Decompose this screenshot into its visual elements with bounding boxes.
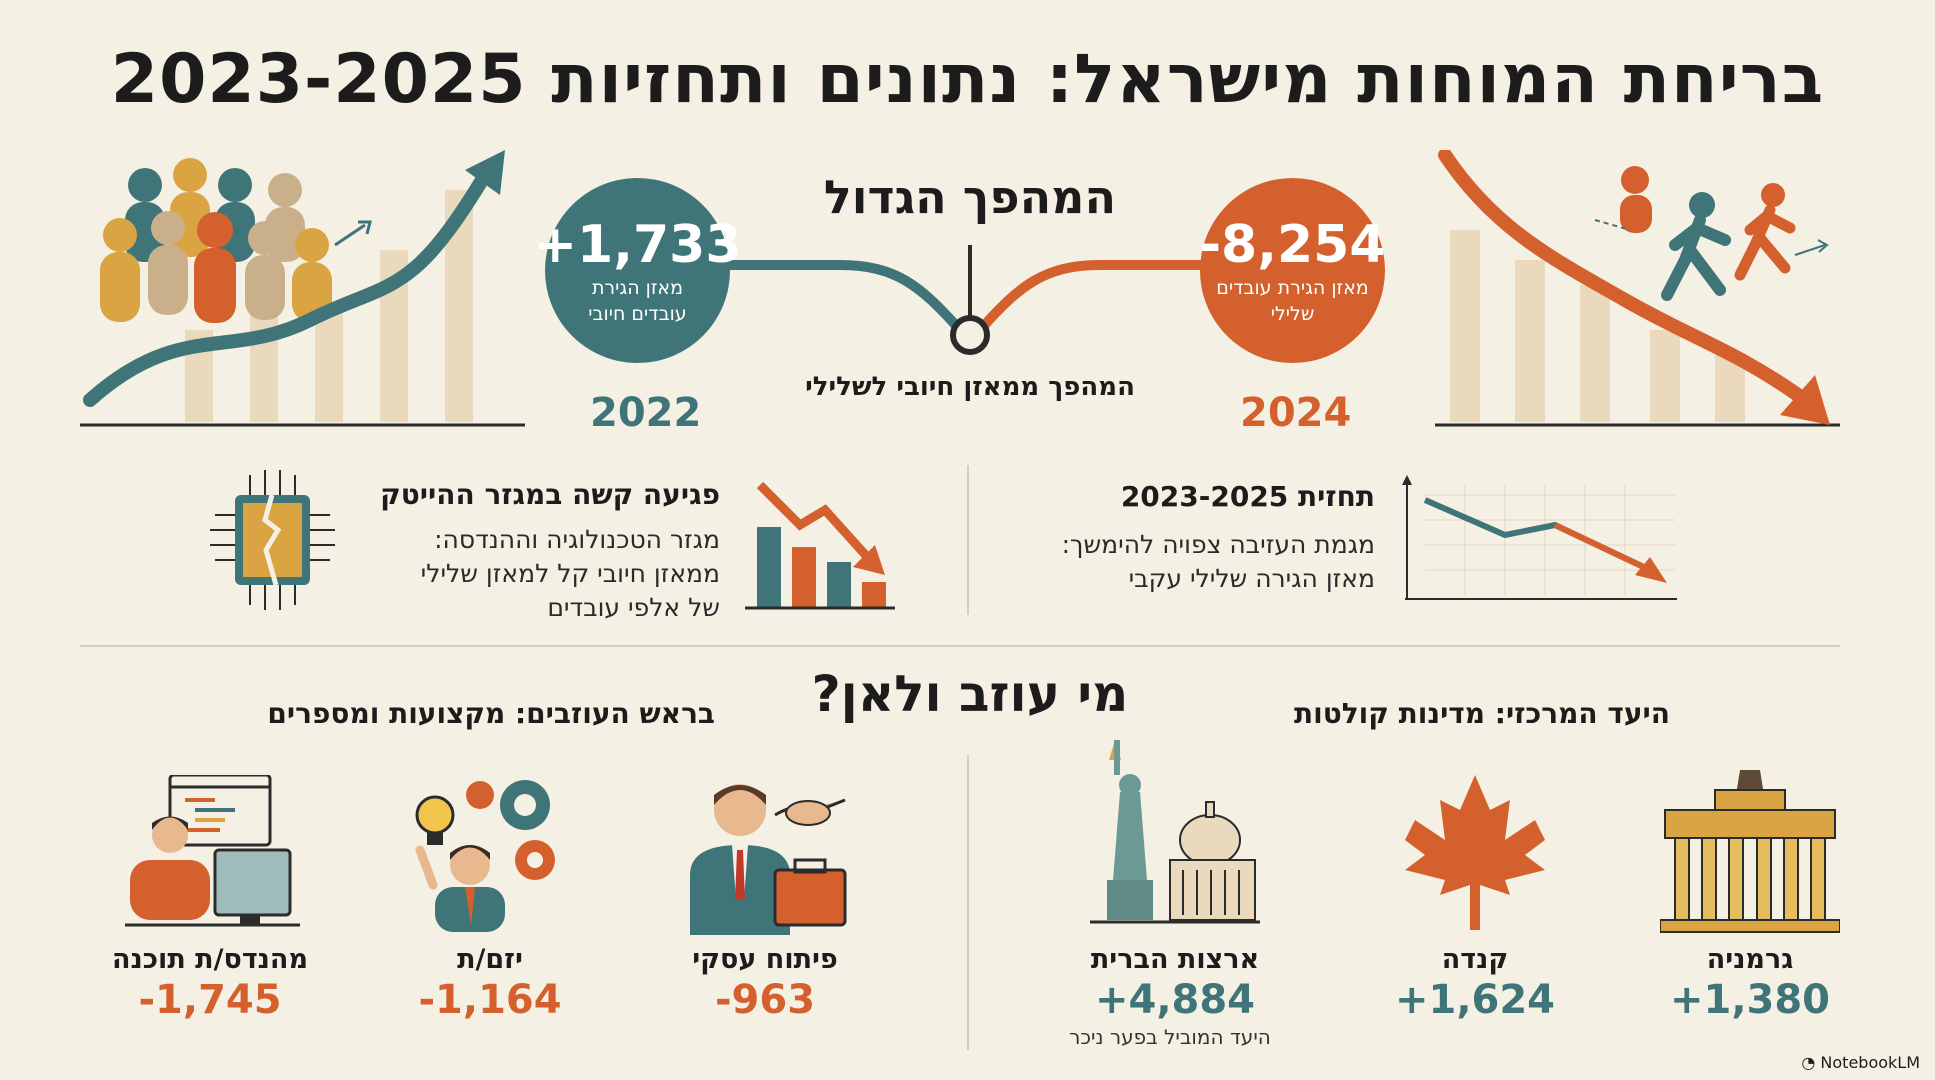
negative-balance-value: -8,254: [1199, 214, 1386, 275]
brandenburg-gate-icon: [1660, 770, 1840, 933]
hitech-line-1: מגזר הטכנולוגיה וההנדסה:: [434, 525, 720, 554]
profession-label-entrepreneur: יזם/ת: [457, 944, 523, 975]
hitech-line-3: של אלפי עובדים: [547, 593, 720, 622]
watermark: ◔ NotebookLM: [1801, 1053, 1920, 1072]
entrepreneur-icon: [415, 780, 555, 932]
shift-caption: המהפך ממאזן חיובי לשלילי: [805, 372, 1135, 402]
destination-value-usa: +4,884: [1094, 977, 1256, 1023]
profession-value-entrepreneur: -1,164: [418, 977, 562, 1023]
business-development-icon: [690, 784, 847, 935]
bottom-divider: [967, 755, 969, 1050]
destination-label-canada: קנדה: [1441, 944, 1509, 975]
profession-label-business: פיתוח עסקי: [692, 944, 838, 975]
destination-label-usa: ארצות הברית: [1090, 944, 1260, 975]
shift-connector: [720, 245, 1220, 355]
negative-balance-label-2: שלילי: [1270, 302, 1315, 325]
profession-value-business: -963: [714, 977, 816, 1023]
destinations-heading: היעד המרכזי: מדינות קולטות: [1293, 697, 1670, 730]
positive-balance-value: +1,733: [533, 214, 742, 275]
hitech-line-2: ממאזן חיובי קל למאזן שלילי: [420, 559, 720, 588]
big-shift-heading: המהפך הגדול: [823, 170, 1117, 224]
mid-divider: [967, 465, 969, 615]
section-divider: [80, 645, 1840, 647]
negative-balance-circle: -8,254 מאזן הגירת עובדים שלילי: [1199, 178, 1386, 363]
declining-bars-icon: [745, 481, 895, 610]
profession-label-software: מהנדס/ת תוכנה: [111, 944, 309, 975]
year-2022: 2022: [590, 390, 702, 436]
forecast-line-1: מגמת העזיבה צפויה להימשך:: [1061, 530, 1375, 559]
year-2024: 2024: [1240, 390, 1352, 436]
forecast-line-2: מאזן הגירה שלילי עקבי: [1128, 564, 1375, 593]
who-leaves-heading: מי עוזב ולאן?: [811, 665, 1129, 723]
hitech-heading: פגיעה קשה במגזר ההייטק: [380, 478, 720, 511]
destination-value-germany: +1,380: [1669, 977, 1831, 1023]
notebooklm-icon: ◔: [1801, 1053, 1821, 1072]
negative-balance-label-1: מאזן הגירת עובדים: [1216, 276, 1369, 299]
professions-heading: בראש העוזבים: מקצועות ומספרים: [267, 697, 715, 730]
page-title: בריחת המוחות מישראל: נתונים ותחזיות 2023…: [110, 40, 1825, 119]
maple-leaf-icon: [1405, 775, 1545, 930]
destination-label-germany: גרמניה: [1706, 944, 1794, 975]
forecast-heading: תחזית 2023-2025: [1120, 480, 1375, 513]
forecast-trend-graph: [1402, 475, 1677, 600]
destination-value-canada: +1,624: [1394, 977, 1556, 1023]
rising-arrow-people-illustration: [80, 150, 525, 427]
positive-balance-label-1: מאזן הגירת: [591, 276, 684, 299]
positive-balance-circle: +1,733 מאזן הגירת עובדים חיובי: [533, 178, 742, 363]
falling-arrow-runners-illustration: [1435, 150, 1840, 427]
usa-landmarks-icon: [1090, 740, 1260, 924]
software-engineer-icon: [125, 775, 300, 927]
profession-value-software: -1,745: [138, 977, 282, 1023]
positive-balance-label-2: עובדים חיובי: [588, 302, 687, 325]
destination-note-usa: היעד המוביל בפער ניכר: [1069, 1025, 1271, 1049]
broken-chip-icon: [210, 470, 335, 610]
watermark-label: NotebookLM: [1820, 1053, 1920, 1072]
